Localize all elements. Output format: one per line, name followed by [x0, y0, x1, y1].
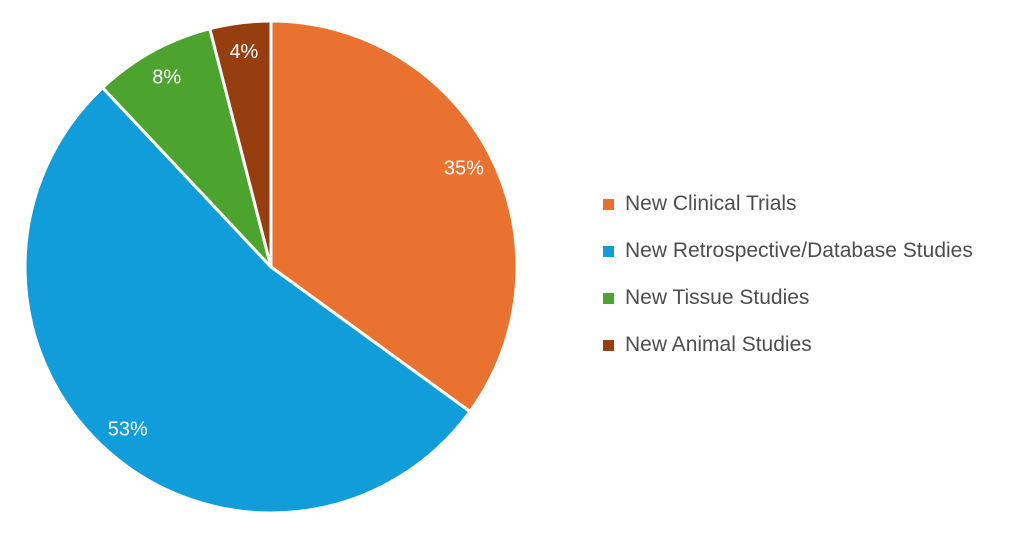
legend-swatch-green-icon: [603, 292, 614, 304]
legend-item-new-tissue-studies: New Tissue Studies: [603, 286, 973, 309]
pie-slice-label-1: 53%: [108, 418, 148, 440]
legend-label: New Clinical Trials: [625, 192, 797, 215]
pie-slice-0: [269, 19, 519, 414]
pie-slice-3: [208, 19, 273, 269]
legend-item-new-retrospective-database-studies: New Retrospective/Database Studies: [603, 239, 973, 262]
legend-swatch-orange-icon: [603, 198, 614, 210]
pie-slice-1: [23, 86, 472, 515]
pie-slice-2: [101, 27, 273, 269]
legend-swatch-brown-icon: [603, 339, 614, 351]
pie-slice-label-0: 35%: [444, 158, 484, 180]
pie-chart: 35% 53% 8% 4%: [23, 19, 519, 515]
legend-label: New Retrospective/Database Studies: [625, 239, 973, 262]
legend-label: New Animal Studies: [625, 333, 812, 356]
legend-item-new-animal-studies: New Animal Studies: [603, 333, 973, 356]
legend-item-new-clinical-trials: New Clinical Trials: [603, 192, 973, 215]
legend-label: New Tissue Studies: [625, 286, 810, 309]
pie-slice-label-3: 4%: [229, 41, 258, 63]
pie-slice-label-2: 8%: [152, 66, 181, 88]
chart-legend: New Clinical Trials New Retrospective/Da…: [603, 192, 973, 356]
legend-swatch-blue-icon: [603, 245, 614, 257]
